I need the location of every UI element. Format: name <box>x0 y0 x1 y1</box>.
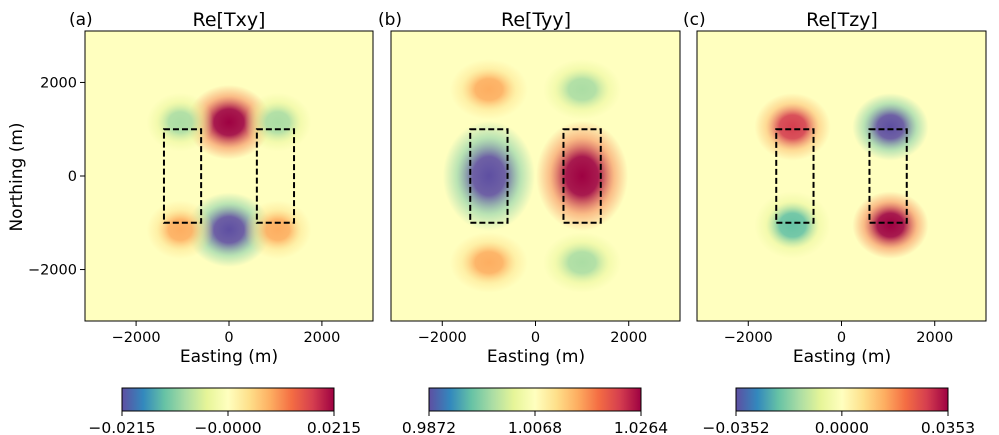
y-tick-label: −2000 <box>28 263 77 279</box>
heatmap-anomaly <box>449 59 528 120</box>
panel-a-colorbar: −0.0215 −0.0000 0.0215 <box>88 387 361 435</box>
panel-a-y-label: Northing (m) <box>7 122 27 231</box>
panel-c-title: Re[Tzy] <box>806 9 878 31</box>
block-outline <box>162 128 203 224</box>
colorbar-gradient <box>121 387 335 412</box>
panel-b-title: Re[Tyy] <box>501 9 571 31</box>
heatmap-anomaly <box>146 92 214 152</box>
block-outline <box>469 128 509 224</box>
heatmap-anomaly <box>146 200 214 260</box>
heatmap-anomaly <box>852 191 929 259</box>
heatmap-anomaly <box>543 59 622 120</box>
heatmap-anomaly <box>754 93 831 161</box>
colorbar-tick-label: −0.0215 <box>88 419 155 435</box>
colorbar-tick-label: 1.0264 <box>614 419 668 435</box>
colorbar-tick-label: −0.0000 <box>194 419 261 435</box>
colorbar-tick-label: 0.9872 <box>402 419 456 435</box>
panel-b-colorbar: 0.9872 1.0068 1.0264 <box>402 387 668 435</box>
panel-b-label: (b) <box>378 10 402 30</box>
x-tick-label: −2000 <box>724 330 773 346</box>
panel-b-plot: −2000 0 2000 <box>390 30 681 346</box>
x-tick-label: −2000 <box>418 330 467 346</box>
panel-b-x-label: Easting (m) <box>487 347 585 367</box>
block-outline <box>775 128 815 224</box>
heatmap-field-1 <box>391 31 680 321</box>
heatmap-anomaly <box>244 92 312 152</box>
panel-c-x-label: Easting (m) <box>793 347 891 367</box>
panel-a-plot: −2000 0 2000 −2000 0 2000 <box>28 30 374 346</box>
x-tick-label: 2000 <box>610 330 647 346</box>
heatmap-anomaly <box>244 200 312 260</box>
panel-a-label: (a) <box>69 10 93 30</box>
x-tick-label: 2000 <box>303 330 340 346</box>
heatmap-anomaly <box>449 232 528 293</box>
heatmap-field-2 <box>697 31 986 321</box>
heatmap-background <box>391 31 680 321</box>
heatmap-background <box>697 31 986 321</box>
heatmap-field-0 <box>85 31 373 321</box>
y-tick-label: 0 <box>68 169 77 185</box>
panel-a: (a) Re[Txy] −2000 0 2000 −2000 0 2000 Easting… <box>7 9 374 435</box>
heatmap-anomaly <box>442 120 535 232</box>
heatmap-background <box>85 31 373 321</box>
heatmap-anomaly <box>543 232 622 293</box>
x-tick-label: 0 <box>224 330 233 346</box>
block-outline <box>255 128 296 224</box>
colorbar-tick-label: 0.0353 <box>921 419 975 435</box>
x-tick-label: −2000 <box>112 330 161 346</box>
panel-c-label: (c) <box>683 10 706 30</box>
panel-a-title: Re[Txy] <box>193 9 266 31</box>
colorbar-tick-label: 0.0000 <box>815 419 869 435</box>
panel-c: (c) Re[Tzy] −2000 0 2000 Easting (m) −0.03… <box>683 9 987 435</box>
colorbar-tick-label: −0.0352 <box>702 419 769 435</box>
colorbar-tick-label: 1.0068 <box>508 419 562 435</box>
panel-c-colorbar: −0.0352 0.0000 0.0353 <box>702 387 975 435</box>
panel-b: (b) Re[Tyy] −2000 0 2000 Easting (m) 0.987… <box>378 9 681 435</box>
colorbar-gradient <box>735 387 949 412</box>
panel-a-x-label: Easting (m) <box>180 347 278 367</box>
y-tick-label: 2000 <box>40 75 77 91</box>
colorbar-gradient <box>428 387 642 412</box>
block-outline <box>562 128 602 224</box>
x-tick-label: 0 <box>531 330 540 346</box>
heatmap-anomaly <box>754 191 831 259</box>
colorbar-tick-label: 0.0215 <box>307 419 361 435</box>
heatmap-anomaly <box>186 84 272 160</box>
heatmap-anomaly <box>186 192 272 268</box>
x-tick-label: 2000 <box>916 330 953 346</box>
block-outline <box>868 128 908 224</box>
panel-c-plot: −2000 0 2000 <box>696 30 987 346</box>
heatmap-anomaly <box>852 93 929 161</box>
x-tick-label: 0 <box>837 330 846 346</box>
heatmap-anomaly <box>536 120 629 232</box>
